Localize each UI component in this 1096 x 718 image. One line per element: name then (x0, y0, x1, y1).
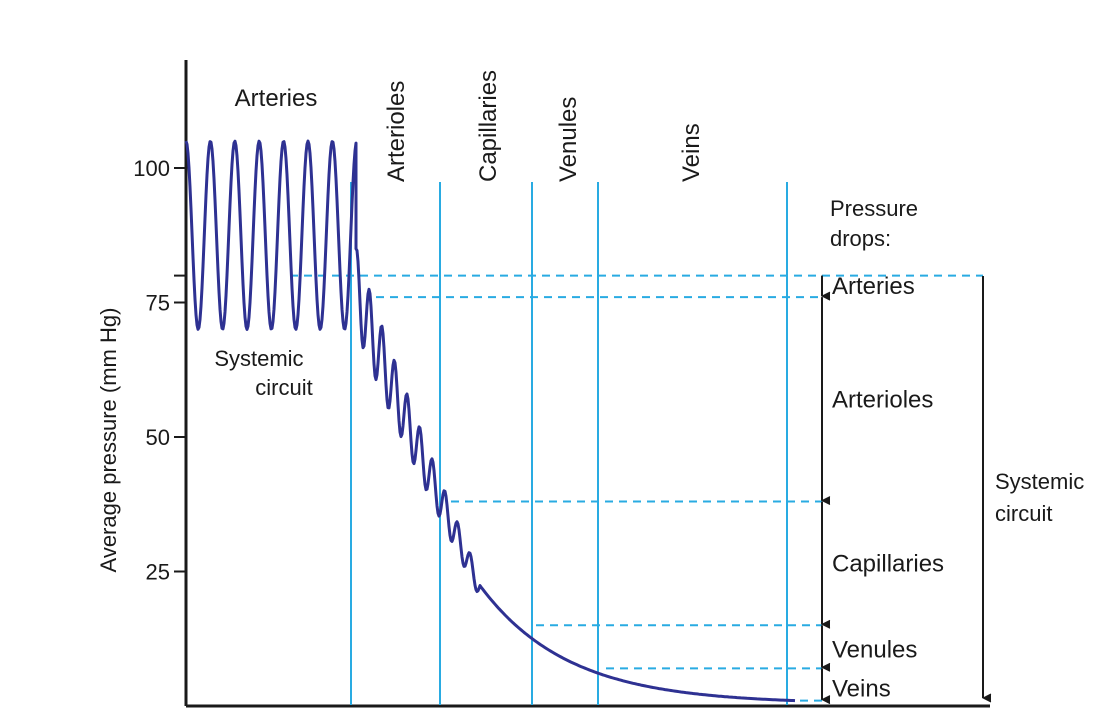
pressure-drop-guides (290, 274, 983, 702)
y-axis-label: Average pressure (mm Hg) (96, 308, 121, 573)
pressure-drops-title: Pressure drops: (830, 196, 924, 251)
drop-label-veins: Veins (832, 676, 891, 703)
region-label-capillaries: Capillaries (475, 70, 502, 182)
region-label-arteries: Arteries (235, 85, 318, 112)
pressure-drop-arrows: Arteries Arterioles Capillaries Venules Vein… (821, 273, 944, 703)
region-divider-lines (350, 182, 788, 705)
y-tick-label-100: 100 (133, 156, 170, 181)
drop-label-arterioles: Arterioles (832, 386, 933, 413)
y-ticks: 25 50 75 100 (133, 156, 186, 585)
region-label-venules: Venules (555, 97, 582, 182)
pressure-curve (184, 139, 796, 703)
y-tick-label-25: 25 (146, 560, 170, 585)
region-label-veins: Veins (678, 123, 705, 182)
region-label-arterioles: Arterioles (383, 81, 410, 182)
drop-label-venules: Venules (832, 636, 917, 663)
y-tick-label-75: 75 (146, 291, 170, 316)
drop-label-arteries: Arteries (832, 273, 915, 300)
drop-label-capillaries: Capillaries (832, 550, 944, 577)
y-tick-label-50: 50 (146, 425, 170, 450)
systemic-bracket-label: Systemic circuit (995, 469, 1090, 526)
systemic-circuit-label: Systemic circuit (214, 346, 312, 400)
region-labels: Arteries Arterioles Capillaries Venules Vein… (235, 70, 705, 182)
